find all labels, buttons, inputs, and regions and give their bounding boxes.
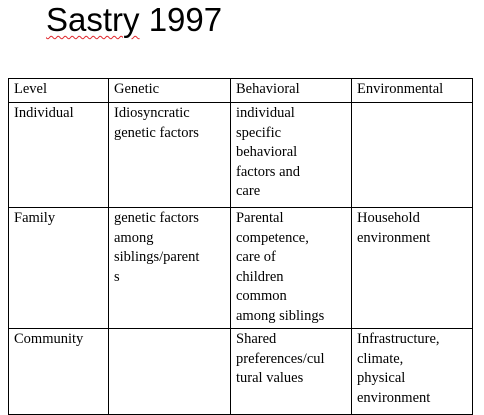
cell-behavioral: individual specific behavioral factors a… — [230, 102, 352, 208]
cell-genetic: genetic factors among siblings/parent s — [108, 207, 231, 329]
table-row: Individual Idiosyncratic genetic factors… — [8, 102, 473, 208]
slide-title: Sastry 1997 — [46, 0, 222, 40]
title-author: Sastry — [46, 1, 140, 38]
cell-behavioral: Shared preferences/cul tural values — [230, 328, 352, 415]
title-year: 1997 — [148, 1, 223, 38]
cell-environmental: Household environment — [351, 207, 473, 329]
table-row: Family genetic factors among siblings/pa… — [8, 207, 473, 329]
header-environmental: Environmental — [351, 78, 473, 103]
header-behavioral: Behavioral — [230, 78, 352, 103]
cell-genetic — [108, 328, 231, 415]
cell-behavioral: Parental competence, care of children co… — [230, 207, 352, 329]
cell-level: Individual — [8, 102, 109, 208]
cell-genetic: Idiosyncratic genetic factors — [108, 102, 231, 208]
cell-environmental: Infrastructure, climate, physical enviro… — [351, 328, 473, 415]
cell-environmental — [351, 102, 473, 208]
header-genetic: Genetic — [108, 78, 231, 103]
cell-level: Family — [8, 207, 109, 329]
table-row: Community Shared preferences/cul tural v… — [8, 328, 473, 415]
level-factor-table: Level Genetic Behavioral Environmental I… — [8, 78, 473, 415]
cell-level: Community — [8, 328, 109, 415]
table-header-row: Level Genetic Behavioral Environmental — [8, 78, 473, 103]
header-level: Level — [8, 78, 109, 103]
